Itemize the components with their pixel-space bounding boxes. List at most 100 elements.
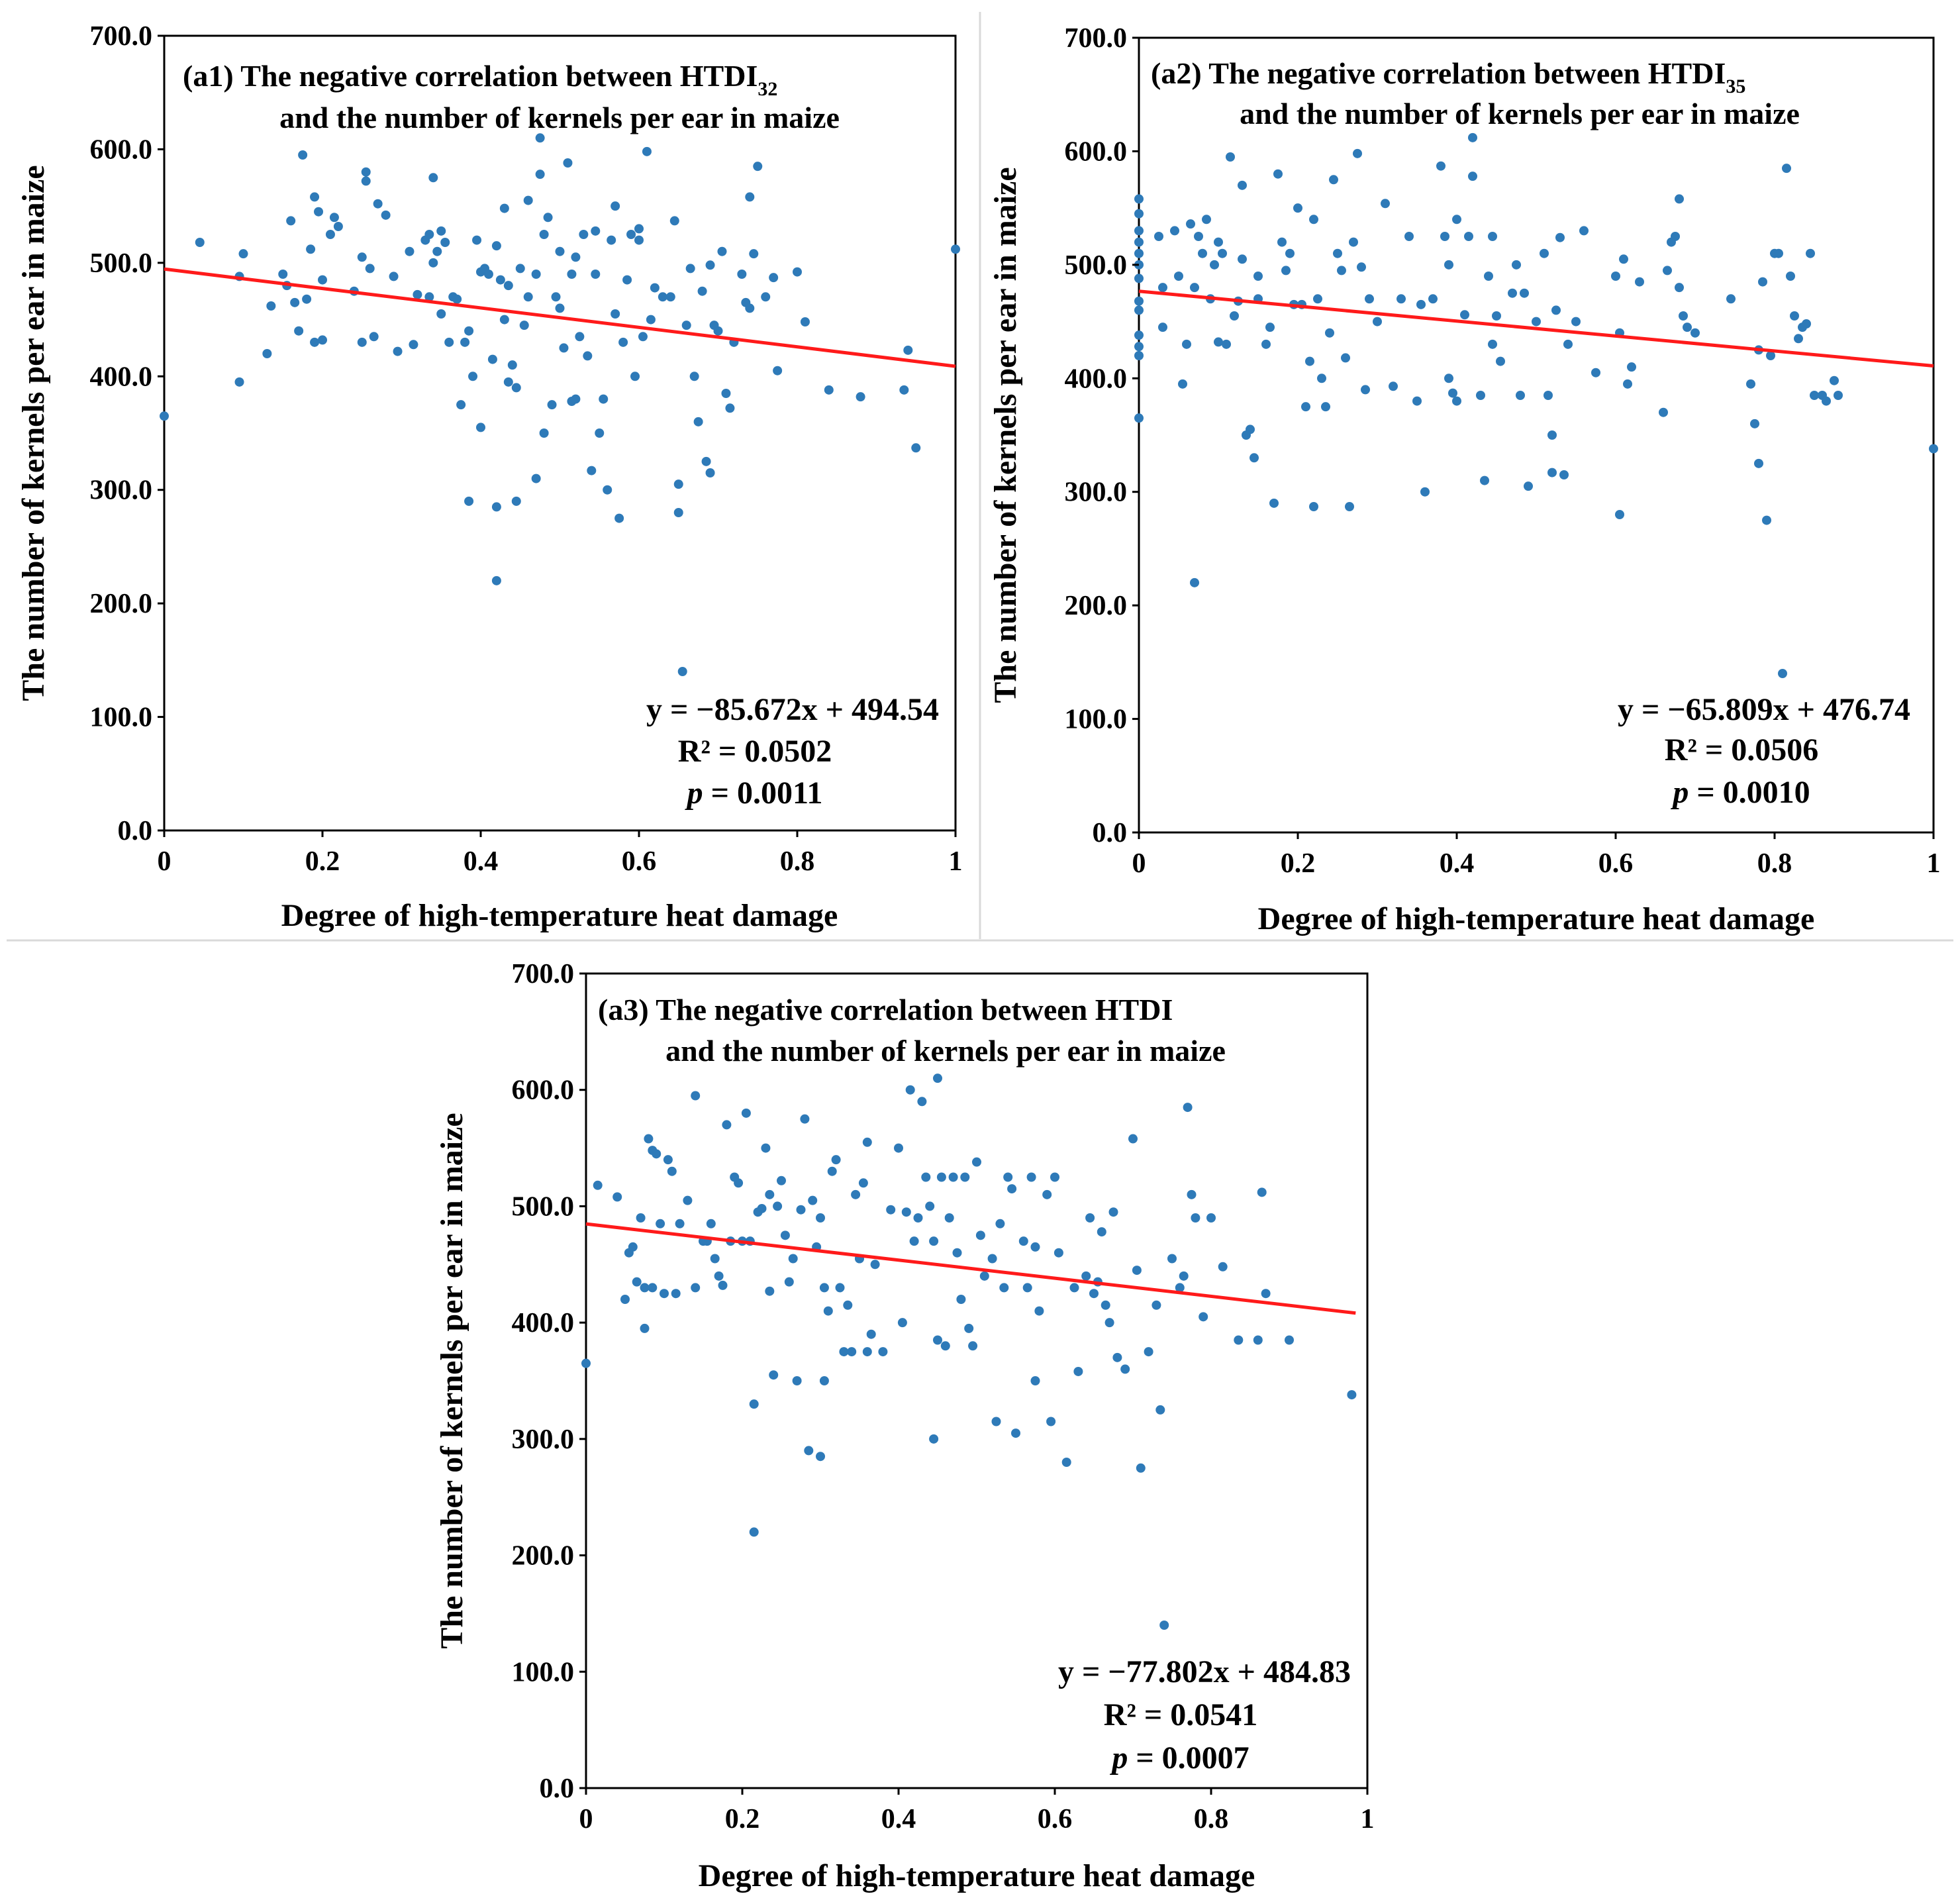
x-tick-labels: 0 0.2 0.4 0.6 0.8 1 xyxy=(579,1788,1375,1834)
data-point xyxy=(1305,356,1314,366)
data-point xyxy=(691,1283,701,1293)
data-point xyxy=(1520,288,1529,298)
data-point xyxy=(1246,425,1255,434)
data-point xyxy=(718,1280,728,1290)
x-tick-label: 0.4 xyxy=(881,1804,916,1834)
data-point xyxy=(1563,339,1573,349)
data-point xyxy=(862,1347,872,1357)
data-point xyxy=(1190,283,1199,293)
data-point xyxy=(741,1108,751,1118)
data-point xyxy=(1345,502,1354,511)
panel-title-line1: (a2) The negative correlation between HT… xyxy=(1151,56,1745,97)
data-point xyxy=(800,1114,810,1124)
data-point xyxy=(1591,368,1600,377)
data-point xyxy=(491,575,501,585)
panel-title-line2: and the number of kernels per ear in mai… xyxy=(279,101,840,134)
data-point xyxy=(1516,391,1525,400)
data-point xyxy=(1659,407,1668,417)
data-point xyxy=(373,199,383,209)
data-point xyxy=(1762,515,1771,525)
y-tick-label: 500.0 xyxy=(512,1191,575,1222)
y-tick-label: 0.0 xyxy=(118,816,153,846)
data-point xyxy=(1726,294,1736,304)
data-point xyxy=(310,337,320,347)
data-point xyxy=(567,270,577,279)
data-point xyxy=(1468,132,1477,142)
data-point xyxy=(1396,294,1406,304)
x-tick-label: 0.8 xyxy=(780,846,815,877)
data-point xyxy=(1309,215,1318,225)
y-tick-label: 300.0 xyxy=(1065,477,1128,508)
data-point xyxy=(618,337,628,347)
data-point xyxy=(933,1335,942,1345)
data-point xyxy=(499,315,509,325)
data-point xyxy=(1834,391,1843,400)
x-tick-label: 0 xyxy=(1132,848,1146,879)
data-point xyxy=(428,173,438,183)
data-point xyxy=(1187,1189,1197,1199)
data-point xyxy=(1373,317,1382,326)
data-point xyxy=(851,1189,861,1199)
title-subscript: 32 xyxy=(758,78,777,100)
data-point xyxy=(381,210,391,220)
data-point xyxy=(234,377,244,387)
data-point xyxy=(1615,510,1624,519)
data-point xyxy=(1178,379,1187,389)
data-point xyxy=(476,423,485,432)
data-point xyxy=(1226,152,1235,162)
y-tick-label: 700.0 xyxy=(512,959,575,989)
data-point xyxy=(1144,1347,1153,1357)
data-point xyxy=(543,213,553,223)
data-point xyxy=(831,1155,841,1165)
y-tick-label: 500.0 xyxy=(1065,250,1128,281)
data-point xyxy=(583,351,593,361)
data-point xyxy=(262,349,272,358)
data-point xyxy=(1347,1390,1357,1400)
data-point xyxy=(1353,148,1362,158)
data-point xyxy=(745,303,755,313)
title-subscript: 35 xyxy=(1726,75,1745,97)
data-point xyxy=(721,389,731,398)
data-point xyxy=(705,468,715,477)
data-point xyxy=(491,502,501,512)
data-point xyxy=(1313,294,1322,304)
data-point xyxy=(310,192,320,202)
data-point xyxy=(1750,419,1759,428)
data-point xyxy=(1321,402,1330,412)
data-point xyxy=(777,1175,786,1185)
data-point xyxy=(1155,1405,1165,1415)
panel-title-line2: and the number of kernels per ear in mai… xyxy=(665,1034,1226,1068)
y-tick-label: 100.0 xyxy=(512,1657,575,1687)
data-point xyxy=(1167,1254,1177,1264)
data-point xyxy=(671,1289,681,1299)
regression-equation: y = −77.802x + 484.83 xyxy=(1058,1654,1351,1689)
data-point xyxy=(753,162,763,172)
data-point xyxy=(866,1329,876,1339)
data-point xyxy=(1018,1236,1028,1246)
data-point xyxy=(685,264,695,274)
data-point xyxy=(835,1283,845,1293)
data-point xyxy=(535,133,545,143)
data-point xyxy=(318,335,327,345)
data-point xyxy=(1679,311,1688,321)
data-point xyxy=(658,292,667,302)
data-point xyxy=(1003,1172,1013,1182)
data-point xyxy=(1802,319,1811,328)
y-tick-label: 200.0 xyxy=(512,1541,575,1572)
data-point xyxy=(706,1219,716,1228)
data-point xyxy=(626,230,636,239)
data-point xyxy=(523,292,533,302)
data-point xyxy=(432,246,442,256)
data-point xyxy=(1349,237,1358,247)
data-point xyxy=(1551,305,1561,315)
data-point xyxy=(964,1323,974,1333)
data-point xyxy=(599,394,609,404)
data-point xyxy=(683,1195,693,1205)
x-tick-label: 0.4 xyxy=(1440,848,1475,879)
data-point xyxy=(1476,391,1485,400)
data-point xyxy=(792,1376,802,1385)
data-point xyxy=(424,230,434,239)
x-tick-label: 0 xyxy=(158,846,172,877)
data-point xyxy=(644,1134,654,1144)
